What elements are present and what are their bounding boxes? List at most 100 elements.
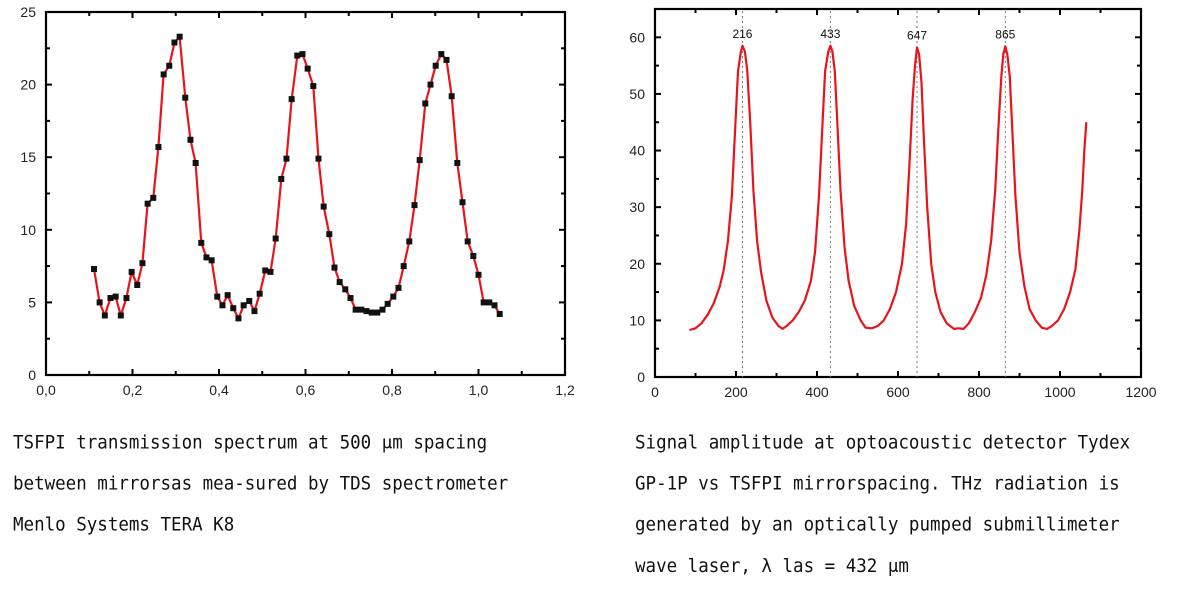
data-point (230, 305, 237, 312)
data-point (267, 268, 274, 275)
data-point (101, 312, 108, 319)
data-point (144, 200, 151, 207)
series-line (689, 44, 1088, 332)
data-point (187, 136, 194, 143)
data-point (347, 295, 354, 302)
left-caption-line: Menlo Systems TERA K8 (13, 514, 235, 537)
data-point (150, 194, 157, 201)
peak-label: 647 (907, 28, 927, 42)
peak-label: 433 (820, 27, 840, 41)
right-caption-line: wave laser, λ las = 432 μm (635, 555, 909, 578)
left-caption-line: TSFPI transmission spectrum at 500 μm sp… (13, 432, 488, 455)
x-tick-label: 0,2 (123, 382, 143, 398)
y-tick-label: 10 (629, 312, 645, 328)
data-point (464, 238, 471, 245)
data-point (117, 312, 124, 319)
data-point (256, 290, 263, 297)
y-tick-label: 0 (28, 367, 36, 383)
data-point (342, 286, 349, 293)
data-point (315, 155, 322, 162)
data-point (134, 281, 141, 288)
left-chart: 0,0 0,2 0,4 0,6 0,8 1,0 1,2 0 5 10 15 20 25 (20, 4, 575, 398)
x-tick-label: 600 (886, 384, 910, 400)
data-point (374, 309, 381, 316)
data-point (107, 295, 114, 302)
data-point (278, 175, 285, 182)
x-tick-label: 0,6 (296, 382, 316, 398)
data-point (368, 309, 375, 316)
data-point (320, 203, 327, 210)
data-point (438, 51, 445, 58)
data-point (443, 56, 450, 63)
data-point (192, 160, 199, 167)
right-caption-line: generated by an optically pumped submill… (635, 514, 1120, 537)
y-tick-label: 5 (28, 294, 36, 310)
data-point (363, 308, 370, 315)
x-tick-label: 800 (967, 384, 991, 400)
data-point (283, 155, 290, 162)
data-point (219, 302, 226, 309)
y-tick-label: 50 (629, 86, 645, 102)
data-point (352, 306, 359, 313)
data-point (155, 144, 162, 151)
data-point (480, 299, 487, 306)
data-point (496, 311, 503, 318)
data-point (214, 293, 221, 300)
data-point (176, 33, 183, 40)
x-tick-label: 0,0 (36, 382, 56, 398)
data-point (448, 93, 455, 100)
data-point (272, 235, 279, 242)
data-point (486, 299, 493, 306)
right-caption-line: GP-1P vs TSFPI mirrorspacing. THz radiat… (635, 473, 1120, 496)
data-point (400, 263, 407, 270)
y-tick-label: 0 (637, 369, 645, 385)
peak-label: 216 (732, 27, 752, 41)
plot-frame (653, 7, 1143, 379)
data-point (379, 306, 386, 313)
data-point (475, 271, 482, 278)
data-point (182, 94, 189, 101)
data-point (416, 157, 423, 164)
x-tick-label: 0 (651, 384, 659, 400)
data-point (304, 65, 311, 72)
data-point (160, 71, 167, 78)
data-point (198, 239, 205, 246)
data-point (406, 238, 413, 245)
left-caption-line: between mirrorsas mea-sured by TDS spect… (13, 473, 509, 496)
data-point (299, 51, 306, 58)
data-point (454, 160, 461, 167)
x-tick-label: 1,0 (469, 382, 489, 398)
data-point (91, 266, 98, 273)
data-point (358, 306, 365, 313)
data-point (395, 284, 402, 291)
data-point (384, 300, 391, 307)
data-point (491, 302, 498, 309)
data-point (208, 257, 215, 264)
x-tick-label: 0,4 (209, 382, 229, 398)
x-tick-label: 1000 (1044, 384, 1075, 400)
y-tick-label: 20 (20, 77, 36, 93)
data-point (139, 260, 146, 267)
peak-label: 865 (995, 27, 1015, 41)
data-point (326, 231, 333, 238)
y-tick-label: 15 (20, 149, 36, 165)
y-tick-label: 60 (629, 29, 645, 45)
data-point (203, 254, 210, 261)
data-point (331, 264, 338, 271)
left-caption: TSFPI transmission spectrum at 500 μm sp… (13, 413, 613, 557)
data-point (310, 83, 317, 90)
data-point (240, 302, 247, 309)
data-point (294, 52, 301, 59)
y-tick-label: 25 (20, 4, 36, 20)
y-tick-label: 20 (629, 256, 645, 272)
x-tick-label: 1200 (1125, 384, 1156, 400)
left-chart-panel: 0,0 0,2 0,4 0,6 0,8 1,0 1,2 0 5 10 15 20 25 TSFPI tr… (0, 0, 600, 536)
y-tick-label: 30 (629, 199, 645, 215)
right-caption-line: Signal amplitude at optoacoustic detecto… (635, 432, 1131, 455)
data-point (171, 39, 178, 46)
data-point (432, 62, 439, 69)
series-line (92, 35, 501, 320)
data-point (459, 199, 466, 206)
x-tick-label: 200 (724, 384, 748, 400)
data-point (251, 308, 258, 315)
